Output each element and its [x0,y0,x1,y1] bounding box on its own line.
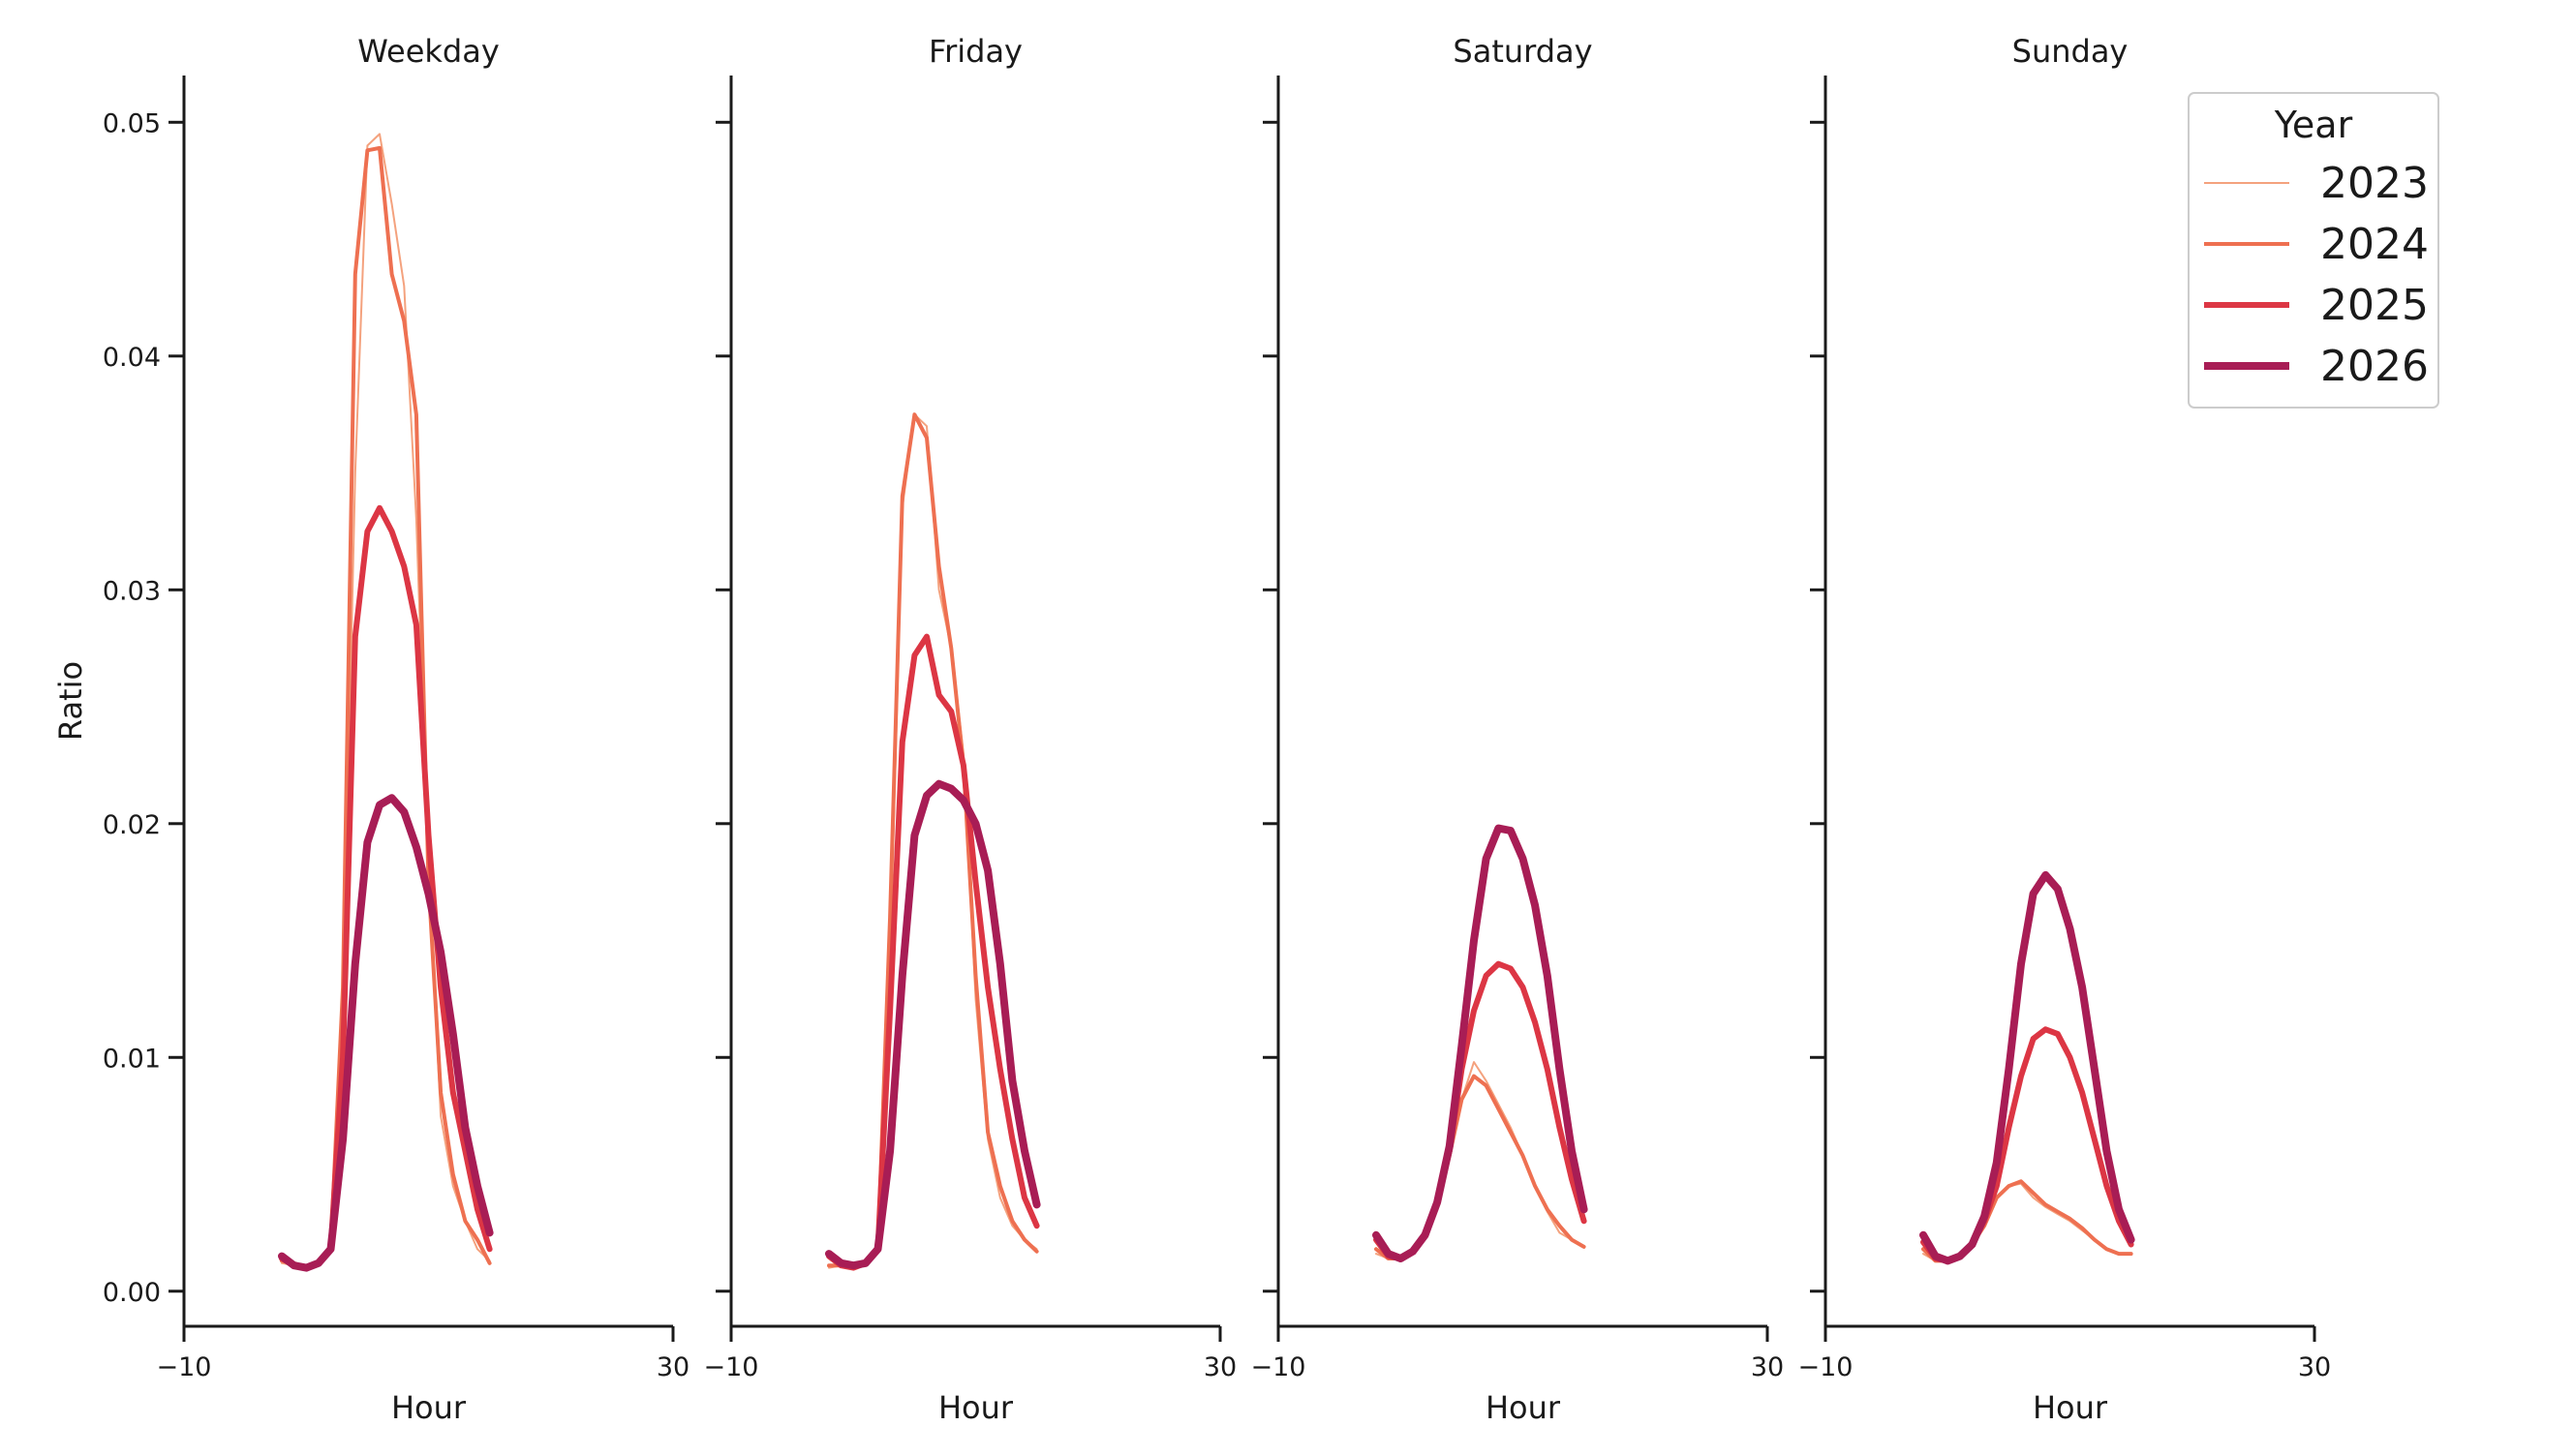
series-line-2026 [278,794,494,1272]
panel-title: Friday [929,33,1023,70]
series-line-2026 [1372,824,1588,1262]
series-line-2025 [826,633,1040,1271]
x-axis-title: Hour [938,1389,1014,1426]
series-line-2025 [279,504,493,1271]
x-axis-title: Hour [391,1389,467,1426]
legend-label: 2023 [2320,159,2429,208]
y-axis-title: Ratio [52,661,89,741]
series-line-2026 [825,779,1041,1270]
y-tick-label: 0.00 [103,1278,161,1308]
series-line-2024 [1921,1179,2133,1263]
x-tick-label: 30 [2298,1352,2331,1382]
legend-box [2188,92,2439,409]
x-tick-label: −10 [157,1352,212,1382]
panel-title: Weekday [357,33,500,70]
series-line-2024 [827,412,1039,1270]
x-axis-title: Hour [2033,1389,2108,1426]
x-tick-label: −10 [1798,1352,1854,1382]
x-tick-label: 30 [657,1352,689,1382]
y-tick-label: 0.04 [103,343,161,373]
panel-title: Sunday [2012,33,2129,70]
series-line-2023 [828,413,1038,1269]
x-tick-label: 30 [1204,1352,1237,1382]
x-tick-label: 30 [1751,1352,1784,1382]
legend-title: Year [2274,104,2353,146]
legend-label: 2026 [2320,342,2429,391]
y-tick-label: 0.05 [103,108,161,138]
legend-label: 2024 [2320,220,2429,269]
series-line-2025 [1920,1026,2134,1264]
x-tick-label: −10 [704,1352,759,1382]
x-axis-title: Hour [1486,1389,1561,1426]
series-line-2026 [1919,870,2135,1265]
y-tick-label: 0.01 [103,1044,161,1074]
series-line-2023 [1922,1182,2132,1262]
x-tick-label: −10 [1251,1352,1306,1382]
legend-label: 2025 [2320,281,2429,330]
y-tick-label: 0.02 [103,810,161,840]
y-tick-label: 0.03 [103,576,161,606]
panel-title: Saturday [1453,33,1592,70]
